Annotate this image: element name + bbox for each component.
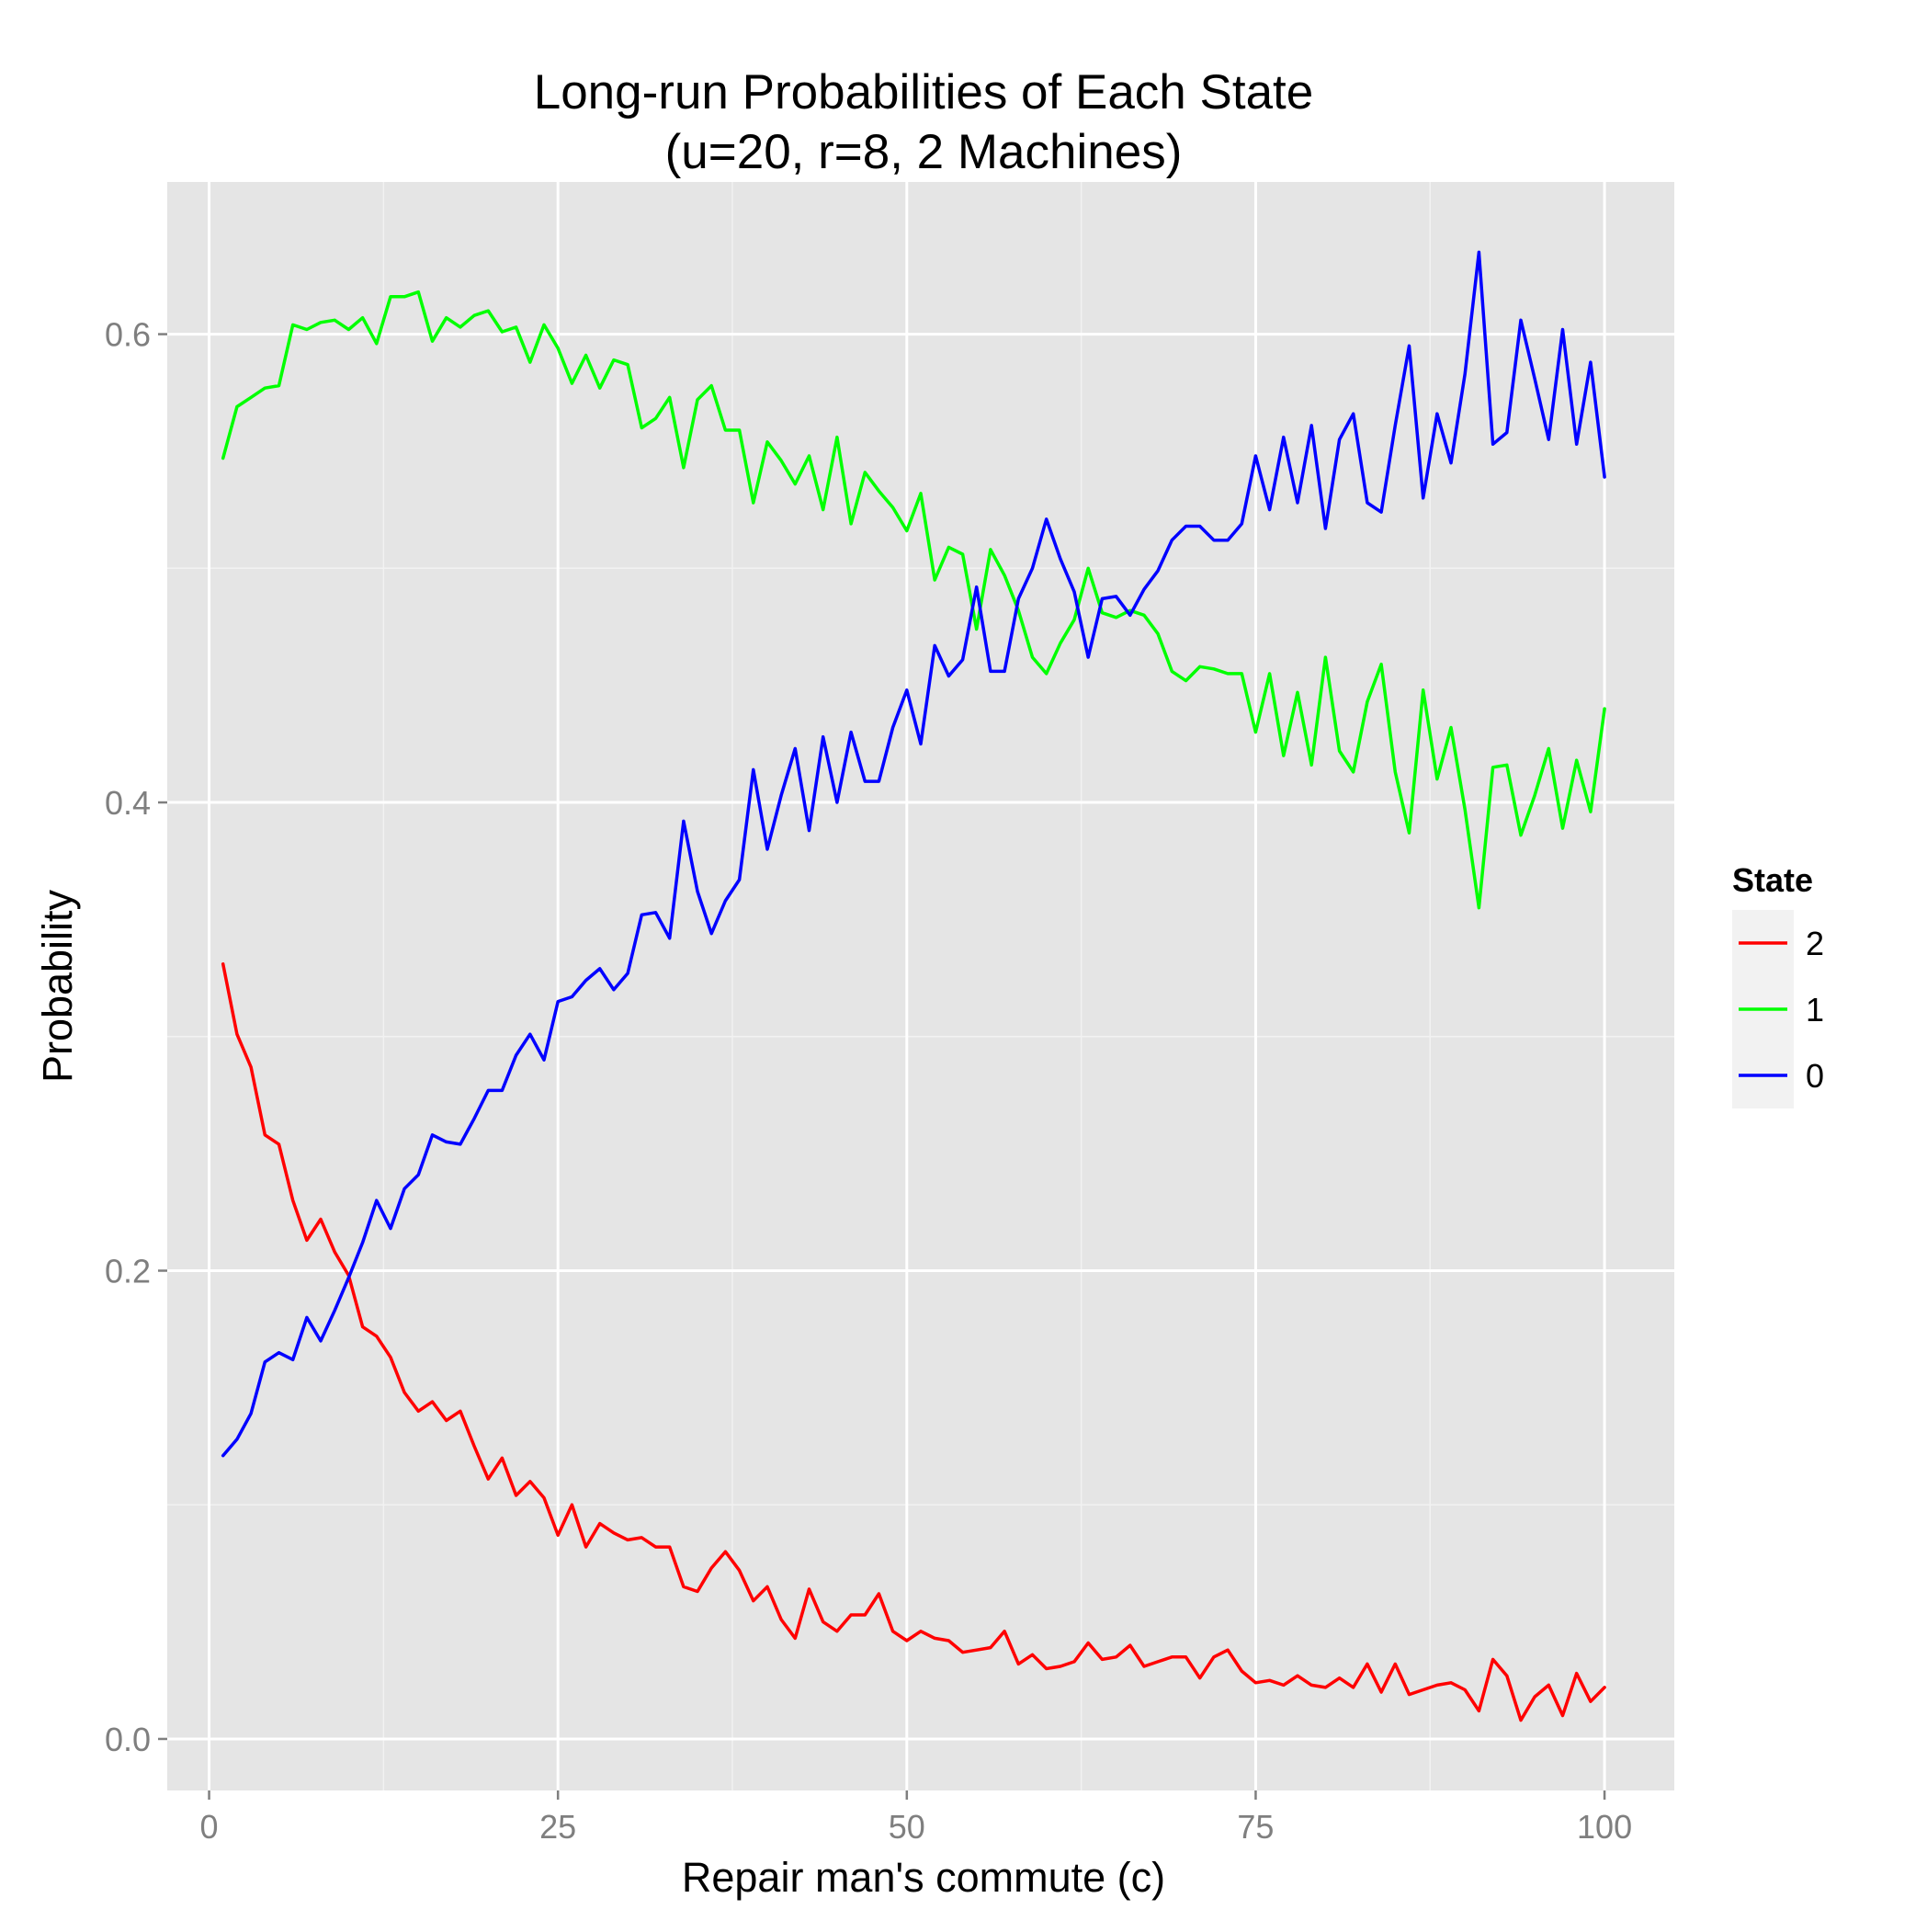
- x-tick-label: 0: [200, 1808, 219, 1846]
- y-tick-label: 0.4: [105, 784, 151, 822]
- plot-panel: [167, 182, 1674, 1790]
- y-axis-ticks: 0.0 0.2 0.4 0.6: [105, 316, 167, 1758]
- y-tick-label: 0.0: [105, 1721, 151, 1758]
- y-axis-label: Probability: [34, 889, 81, 1083]
- x-axis-label: Repair man's commute (c): [682, 1854, 1165, 1901]
- x-tick-label: 25: [539, 1808, 576, 1846]
- legend-label-state-2: 2: [1806, 925, 1824, 962]
- series-line-state-1: [221, 290, 1606, 910]
- legend-label-state-1: 1: [1806, 991, 1824, 1029]
- x-tick-label: 50: [889, 1808, 925, 1846]
- legend-label-state-0: 0: [1806, 1057, 1824, 1095]
- major-gridlines: [167, 182, 1674, 1790]
- x-axis-ticks: 0 25 50 75 100: [200, 1790, 1632, 1846]
- x-tick-label: 75: [1237, 1808, 1274, 1846]
- y-tick-label: 0.2: [105, 1252, 151, 1290]
- series-lines: [221, 250, 1606, 1722]
- legend-items: 2 1 0: [1732, 910, 1824, 1108]
- series-line-state-0: [221, 250, 1606, 1458]
- legend-title: State: [1732, 861, 1813, 899]
- legend: State 2 1 0: [1732, 861, 1824, 1108]
- x-tick-label: 100: [1577, 1808, 1632, 1846]
- y-tick-label: 0.6: [105, 316, 151, 354]
- chart-title: Long-run Probabilities of Each State: [534, 65, 1314, 119]
- series-line-state-2: [221, 962, 1606, 1722]
- chart-subtitle: (u=20, r=8, 2 Machines): [665, 125, 1183, 179]
